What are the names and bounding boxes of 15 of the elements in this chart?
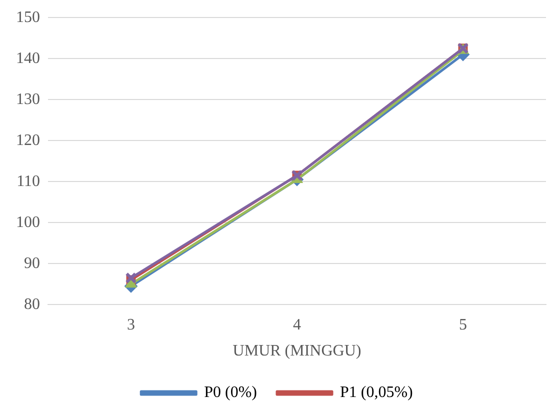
y-tick-label: 80 (24, 296, 40, 313)
y-tick-label: 140 (16, 50, 40, 67)
x-axis-title: UMUR (MINGGU) (232, 342, 362, 360)
y-tick-label: 150 (16, 8, 40, 26)
y-tick-label: 110 (16, 172, 40, 190)
y-tick-label: 100 (16, 214, 40, 231)
legend-label: P0 (0%) (204, 384, 258, 402)
x-tick-label: 3 (127, 316, 135, 334)
y-tick-label: 120 (16, 132, 40, 149)
y-tick-label: 90 (24, 254, 40, 272)
point (125, 272, 137, 284)
legend-label: P1 (0,05%) (340, 384, 413, 402)
x-tick-label: 5 (459, 316, 467, 334)
x-tick-label: 4 (293, 316, 301, 334)
y-tick-label: 130 (16, 90, 40, 108)
